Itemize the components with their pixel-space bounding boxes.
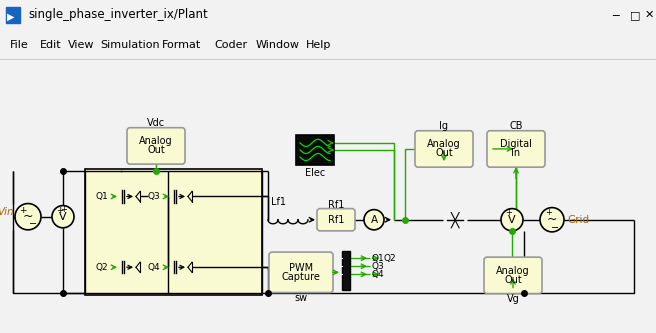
Text: ╳: ╳	[451, 211, 459, 228]
Text: Q2: Q2	[95, 263, 108, 272]
Text: Window: Window	[256, 40, 300, 50]
Text: Out: Out	[504, 275, 522, 285]
Text: Format: Format	[162, 40, 201, 50]
Text: +: +	[60, 205, 68, 214]
Text: ~: ~	[546, 213, 557, 226]
Text: Out: Out	[147, 146, 165, 156]
FancyBboxPatch shape	[127, 128, 185, 164]
FancyBboxPatch shape	[484, 257, 542, 294]
Text: File: File	[10, 40, 29, 50]
Text: Q3: Q3	[148, 192, 161, 201]
Text: CB: CB	[509, 121, 523, 131]
Text: ✕: ✕	[644, 10, 653, 20]
Text: sw: sw	[295, 293, 308, 303]
Text: +: +	[56, 206, 64, 215]
Text: single_phase_inverter_ix/Plant: single_phase_inverter_ix/Plant	[28, 8, 208, 22]
FancyBboxPatch shape	[317, 208, 355, 231]
Circle shape	[52, 205, 74, 228]
Text: Ig: Ig	[440, 121, 449, 131]
Text: Coder: Coder	[214, 40, 247, 50]
Text: ▶: ▶	[7, 12, 14, 22]
Text: Capture: Capture	[281, 272, 320, 282]
FancyBboxPatch shape	[269, 252, 333, 293]
Text: Out: Out	[435, 149, 453, 159]
FancyBboxPatch shape	[6, 7, 20, 23]
Text: □: □	[630, 10, 640, 20]
Text: Q4: Q4	[372, 270, 384, 279]
Text: Vdc: Vdc	[147, 118, 165, 128]
Text: Edit: Edit	[40, 40, 62, 50]
Text: Elec: Elec	[305, 168, 325, 178]
Text: ─: ─	[611, 10, 619, 20]
Circle shape	[364, 209, 384, 230]
Text: −: −	[551, 223, 559, 233]
Text: Rf1: Rf1	[328, 199, 344, 209]
Text: Analog: Analog	[427, 140, 461, 150]
Text: Vg: Vg	[506, 294, 520, 304]
Text: Vin: Vin	[0, 207, 14, 217]
Text: View: View	[68, 40, 94, 50]
Text: +: +	[546, 208, 552, 217]
Text: A: A	[371, 215, 378, 225]
Text: Lf1: Lf1	[270, 196, 285, 206]
Text: Q4: Q4	[148, 263, 161, 272]
Circle shape	[15, 203, 41, 230]
Text: Analog: Analog	[139, 136, 173, 146]
Bar	[342, 251, 350, 289]
Text: In: In	[512, 149, 521, 159]
Text: Q1: Q1	[372, 254, 385, 263]
Text: Simulation: Simulation	[100, 40, 159, 50]
Text: +: +	[19, 206, 27, 215]
Text: Help: Help	[306, 40, 331, 50]
Circle shape	[501, 208, 523, 231]
Text: Grid: Grid	[567, 215, 589, 225]
Text: −: −	[29, 219, 37, 229]
FancyBboxPatch shape	[487, 131, 545, 167]
FancyBboxPatch shape	[415, 131, 473, 167]
Text: Q1: Q1	[95, 192, 108, 201]
Text: V: V	[508, 215, 516, 225]
Text: Analog: Analog	[496, 266, 530, 276]
Text: V: V	[59, 212, 67, 222]
Bar	[85, 169, 262, 295]
Text: Digital: Digital	[500, 140, 532, 150]
Bar	[296, 135, 334, 165]
Circle shape	[540, 207, 564, 232]
Text: Q3: Q3	[372, 262, 385, 271]
Text: ~: ~	[23, 210, 33, 223]
Text: Q2: Q2	[384, 254, 397, 263]
Text: Rf1: Rf1	[328, 215, 344, 225]
Text: +: +	[506, 208, 512, 217]
Text: PWM: PWM	[289, 263, 313, 273]
